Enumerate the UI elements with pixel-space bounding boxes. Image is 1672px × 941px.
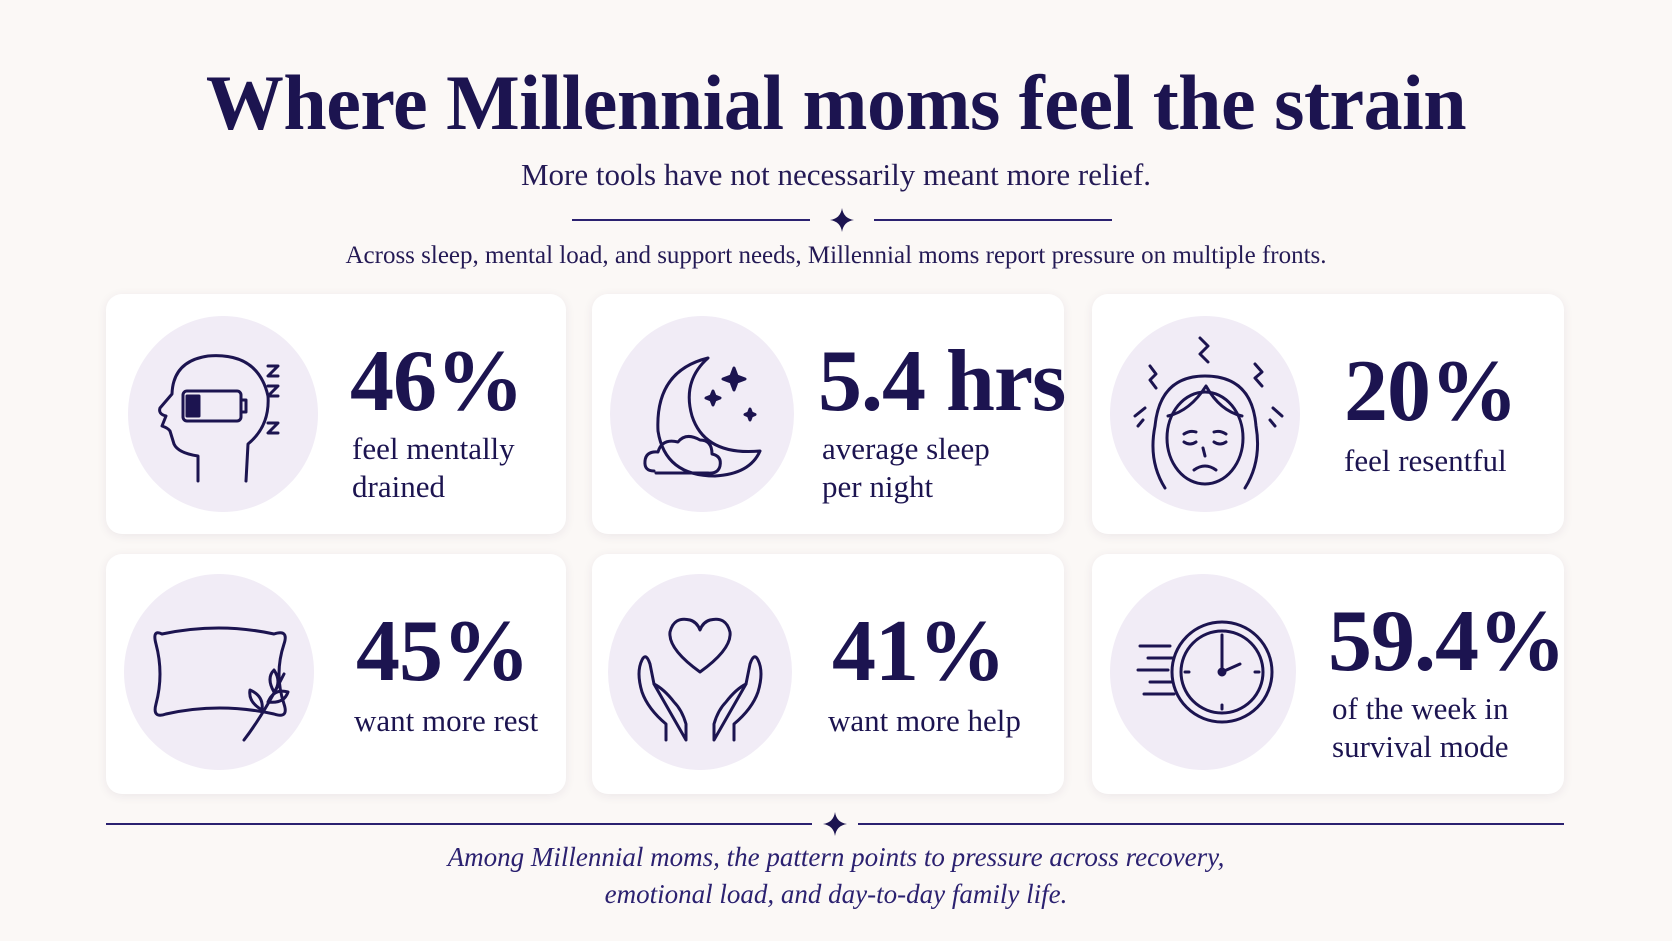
page-subtitle: More tools have not necessarily meant mo… [520,157,1152,192]
stat-value: 41% [832,603,1006,700]
stat-label-line1: average sleep [822,431,990,466]
footer-line2: emotional load, and day-to-day family li… [604,879,1068,909]
stat-card-mentally-drained: 46% feel mentally drained [106,294,566,534]
footer-line1: Among Millennial moms, the pattern point… [447,842,1225,872]
pillow-icon [153,626,290,742]
bottom-divider [106,812,1564,836]
moon-cloud-icon [643,356,762,478]
head-low-battery-icon [158,354,280,483]
stat-label-line1: feel resentful [1344,443,1507,478]
hands-heart-icon [637,617,763,742]
icon-circle [128,316,318,512]
stat-label-line1: feel mentally [352,431,515,466]
stat-label-line1: want more help [828,703,1021,738]
stat-card-more-help: 41% want more help [592,554,1064,794]
stat-value: 20% [1344,343,1518,440]
stat-card-average-sleep: 5.4 hrs average sleep per night [592,294,1066,534]
page-title: Where Millennial moms feel the strain [205,59,1467,146]
stat-label-line1: of the week in [1332,691,1509,726]
icon-circle [608,574,792,770]
stat-label-line2: drained [352,469,445,504]
sparkle-icon [830,208,854,232]
footer-note: Among Millennial moms, the pattern point… [0,839,1672,913]
icon-circle [124,574,314,770]
stat-label-line1: want more rest [354,703,539,738]
stat-card-more-rest: 45% want more rest [106,554,566,794]
intro-text: Across sleep, mental load, and support n… [345,242,1327,269]
fast-clock-icon [1136,620,1274,724]
stressed-woman-face-icon [1133,336,1284,490]
stat-label-line2: per night [822,469,934,504]
stat-card-feel-resentful: 20% feel resentful [1092,294,1564,534]
top-divider [572,208,1112,232]
sparkle-icon [823,812,847,836]
stat-value: 46% [350,333,524,430]
stat-value: 59.4% [1328,593,1566,690]
stat-value: 5.4 hrs [818,333,1066,430]
stat-value: 45% [356,603,530,700]
stat-label-line2: survival mode [1332,729,1509,764]
icon-circle [1110,574,1296,770]
icon-circle [1110,316,1300,512]
icon-circle [610,316,794,512]
stat-card-survival-mode: 59.4% of the week in survival mode [1092,554,1566,794]
